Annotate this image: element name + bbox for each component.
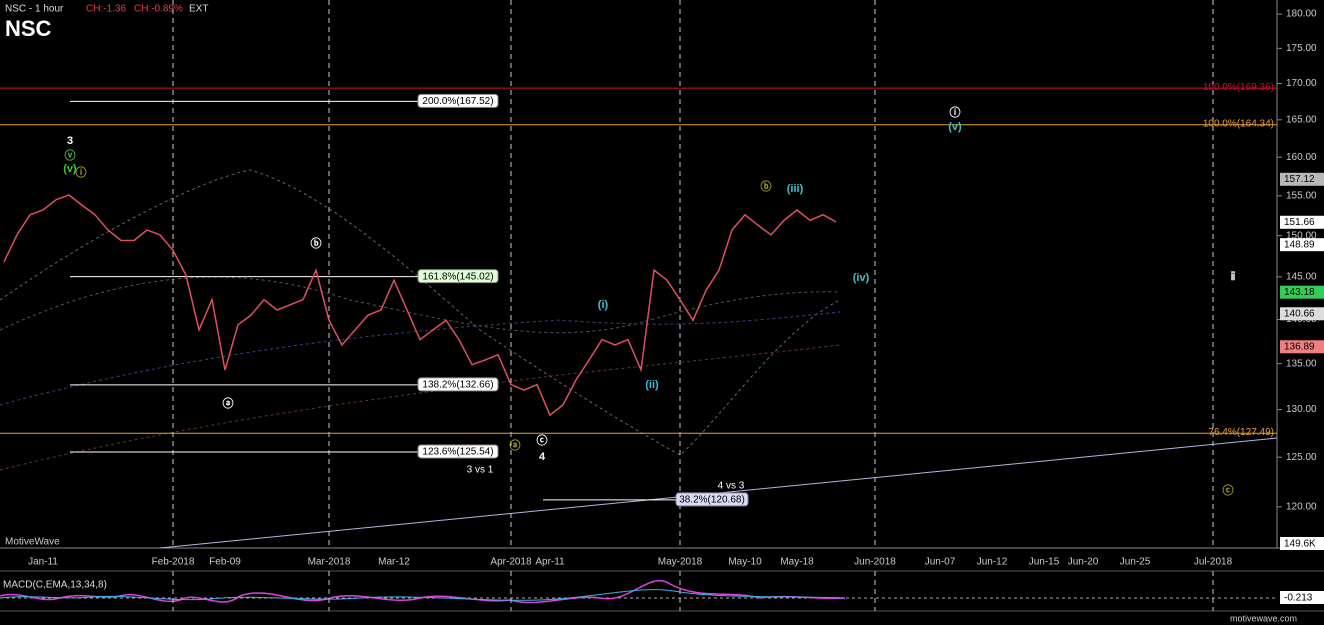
wave-label: (iii) xyxy=(787,183,804,195)
x-tick-label: May-18 xyxy=(780,557,814,568)
wave-label: (iv) xyxy=(853,272,870,284)
fib-label: 200.0%(167.52) xyxy=(422,96,493,107)
annotation: 3 vs 1 xyxy=(467,465,494,476)
fib-label: 123.6%(125.54) xyxy=(422,447,493,458)
x-tick-label: Jun-12 xyxy=(977,557,1008,568)
y-tick-label: 120.00 xyxy=(1286,501,1317,512)
x-tick-label: Mar-12 xyxy=(378,557,410,568)
moving-average xyxy=(0,276,841,334)
wave-label: (v) xyxy=(948,121,962,133)
y-tick-label: 125.00 xyxy=(1286,452,1317,463)
price-tag-label: 140.66 xyxy=(1284,308,1315,319)
fib-label: 100.0%(164.34) xyxy=(1203,118,1274,129)
wave-label: ⓒ xyxy=(537,433,548,447)
x-tick-label: Mar-2018 xyxy=(308,557,351,568)
y-tick-label: 135.00 xyxy=(1286,358,1317,369)
macd-value: -0.213 xyxy=(1284,593,1313,604)
change: CH:-1.36 xyxy=(86,4,126,15)
wave-label: ⓑ xyxy=(311,236,322,250)
x-tick-label: Apr-2018 xyxy=(490,557,532,568)
volume-tag-label: 149.6K xyxy=(1284,539,1316,550)
fib-label-box xyxy=(675,492,749,507)
wave-label: ⓘ xyxy=(76,165,87,179)
price-tag xyxy=(1280,238,1324,252)
y-tick-label: 180.00 xyxy=(1286,9,1317,20)
wave-label: ⓘ xyxy=(950,105,961,119)
y-tick-label: 160.00 xyxy=(1286,152,1317,163)
macd-label: MACD(C,EMA,13,34,8) xyxy=(3,580,107,591)
wave-label: (ii) xyxy=(645,379,659,391)
wave-label: ⓐ xyxy=(223,396,234,410)
session: EXT xyxy=(189,4,208,15)
x-tick-label: Jun-20 xyxy=(1068,557,1099,568)
macd-tag xyxy=(1280,591,1324,604)
fib-label: 100.0%(169.36) xyxy=(1203,82,1274,93)
volume-tag xyxy=(1280,537,1324,550)
x-tick-label: Jan-11 xyxy=(28,557,58,568)
x-tick-label: Feb-09 xyxy=(209,557,241,568)
wave-label: 3 xyxy=(67,135,73,147)
wave-label: ⓑ xyxy=(761,179,772,193)
fib-label-box xyxy=(417,269,499,284)
x-tick-label: Jun-2018 xyxy=(854,557,896,568)
fib-label: 76.4%(127.49) xyxy=(1208,427,1274,438)
wave-label: ⓥ xyxy=(65,148,76,162)
wave-label: ⓒ xyxy=(1223,483,1234,497)
price-tag xyxy=(1280,285,1324,299)
price-tag xyxy=(1280,172,1324,186)
x-tick-label: Apr-11 xyxy=(535,557,565,568)
footer: motivewave.com xyxy=(1230,613,1297,623)
price-tag-label: 151.66 xyxy=(1284,217,1315,228)
price-tag-label: 148.89 xyxy=(1284,239,1315,250)
chart-title: NSC xyxy=(5,16,52,41)
band-upper xyxy=(0,169,841,456)
fib-label: 38.2%(120.68) xyxy=(679,495,745,506)
price-tag-label: 143.18 xyxy=(1284,287,1315,298)
y-tick-label: 170.00 xyxy=(1286,78,1317,89)
price-tag-label: 157.12 xyxy=(1284,174,1315,185)
x-tick-label: May-10 xyxy=(728,557,762,568)
macd-line xyxy=(0,579,846,604)
price-tag xyxy=(1280,307,1324,321)
y-tick-label: 165.00 xyxy=(1286,114,1317,125)
fib-label: 161.8%(145.02) xyxy=(422,271,493,282)
price-tag xyxy=(1280,340,1324,354)
fib-label-box xyxy=(417,444,499,459)
fib-label-box xyxy=(417,377,499,392)
watermark: MotiveWave xyxy=(5,537,60,548)
wave-label: (i) xyxy=(598,299,609,311)
y-tick-label: 145.00 xyxy=(1286,271,1317,282)
x-tick-label: Jun-07 xyxy=(925,557,956,568)
y-tick-label: 150.00 xyxy=(1286,230,1317,241)
chart-subtitle: NSC - 1 hour xyxy=(5,4,64,15)
wave-label: ⓐ xyxy=(510,438,521,452)
x-tick-label: Jun-25 xyxy=(1120,557,1151,568)
x-tick-label: Feb-2018 xyxy=(152,557,195,568)
x-tick-label: Jun-15 xyxy=(1029,557,1060,568)
x-tick-label: Jul-2018 xyxy=(1194,557,1233,568)
y-tick-label: 175.00 xyxy=(1286,43,1317,54)
wave-label: (v) xyxy=(63,163,77,175)
annotation: 4 vs 3 xyxy=(718,481,745,492)
y-tick-label: 130.00 xyxy=(1286,404,1317,415)
x-tick-label: May-2018 xyxy=(658,557,703,568)
fib-label-box xyxy=(417,93,499,108)
price-tag-label: 136.89 xyxy=(1284,341,1315,352)
fib-label: 138.2%(132.66) xyxy=(422,380,493,391)
wave-label: 4 xyxy=(539,451,546,463)
price-tag xyxy=(1280,215,1324,229)
price-line xyxy=(3,194,837,417)
wave-label: ⅱ xyxy=(1230,271,1235,283)
y-tick-label: 155.00 xyxy=(1286,190,1317,201)
moving-average xyxy=(0,344,841,471)
change-percent: CH:-0.89% xyxy=(134,4,183,15)
